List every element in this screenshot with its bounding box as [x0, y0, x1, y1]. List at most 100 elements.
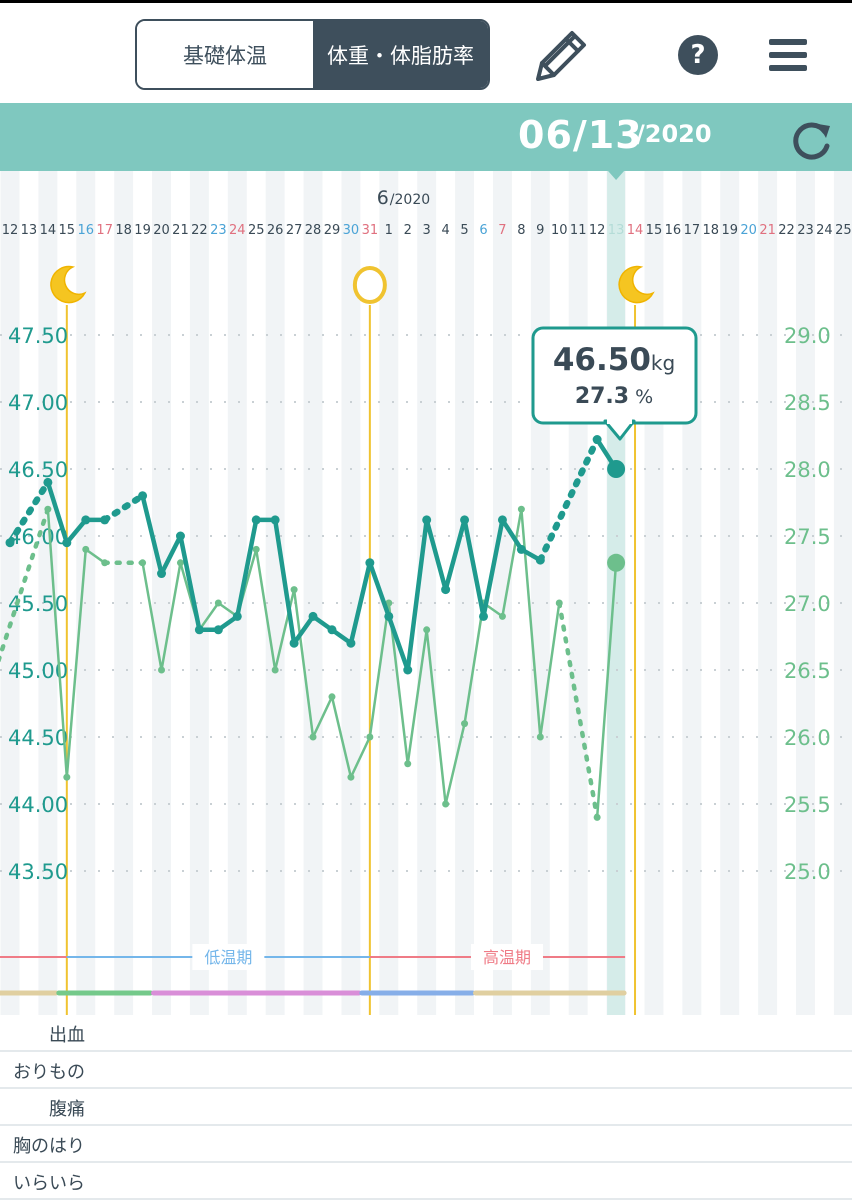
weight-series-segment: [159, 533, 183, 576]
fat-series-point: [347, 773, 355, 781]
fat-series-segment: [273, 588, 296, 672]
weight-series-segment: [424, 517, 448, 592]
date-tick-label: 7: [498, 223, 506, 238]
symptom-row[interactable]: 腹痛: [0, 1089, 852, 1126]
weight-series-point: [81, 515, 91, 525]
symptom-row[interactable]: おりもの: [0, 1052, 852, 1089]
date-tick-label: 18: [115, 223, 132, 238]
date-tick-label: 12: [2, 223, 19, 238]
date-tick-label: 21: [172, 223, 189, 238]
symptom-row[interactable]: いらいら: [0, 1163, 852, 1200]
fat-series-point: [214, 599, 222, 607]
moon-icon: [618, 265, 655, 304]
day-column-stripe: [341, 171, 361, 1015]
y-right-tick-label: 26.5: [784, 659, 831, 683]
day-column-stripe: [227, 171, 247, 1015]
y-right-tick-label: 26.0: [784, 726, 831, 750]
tab-basal-temperature[interactable]: 基礎体温: [137, 21, 313, 88]
fat-series-point: [290, 586, 298, 594]
help-icon[interactable]: ?: [678, 35, 718, 75]
ovulation-icon: [352, 266, 387, 304]
fat-series-segment: [463, 601, 485, 725]
fat-series-segment: [160, 561, 182, 672]
date-bar: [0, 103, 852, 171]
y-left-tick-label: 47.00: [8, 391, 68, 415]
fat-series-point: [404, 760, 412, 768]
y-right-tick-label: 25.0: [784, 860, 831, 884]
fat-series-point: [63, 773, 71, 781]
tab-weight-body-fat[interactable]: 体重・体脂肪率: [313, 21, 488, 88]
day-column-stripe: [303, 171, 323, 1015]
date-tick-label: 22: [778, 223, 795, 238]
y-left-tick-label: 46.50: [8, 458, 68, 482]
refresh-icon[interactable]: [788, 118, 834, 162]
date-tick-label: 4: [441, 223, 449, 238]
date-tick-label: 19: [134, 223, 151, 238]
weight-series-segment: [462, 517, 486, 619]
date-tick-label: 24: [816, 223, 833, 238]
date-tick-label: 16: [77, 223, 94, 238]
month-year-label: /2020: [390, 192, 430, 208]
y-left-tick-label: 44.00: [8, 793, 68, 817]
date-tick-label: 22: [191, 223, 208, 238]
day-column-stripe: [682, 171, 702, 1015]
date-tick-label: 27: [286, 223, 303, 238]
y-left-tick-label: 47.50: [8, 324, 68, 348]
day-column-stripe: [417, 171, 437, 1015]
day-column-stripe: [114, 171, 134, 1015]
weight-series-point: [43, 477, 53, 487]
weight-series-point: [5, 538, 15, 548]
day-column-stripe: [796, 171, 815, 1015]
fat-series-point: [271, 666, 279, 674]
date-tick-label: 25: [248, 223, 265, 238]
tooltip-fat: 27.3 %: [575, 384, 653, 409]
fat-series-point: [607, 553, 626, 572]
weight-series-point: [232, 611, 242, 621]
symptom-label: いらいら: [13, 1173, 85, 1194]
weight-series-point: [194, 625, 204, 635]
pencil-icon[interactable]: [528, 27, 590, 85]
fat-series-point: [555, 599, 563, 607]
fat-series-point: [461, 720, 469, 728]
date-tick-label: 17: [684, 223, 701, 238]
date-tick-label: 28: [305, 223, 322, 238]
fat-series-segment: [349, 735, 372, 779]
fat-series-segment: [444, 722, 466, 806]
symptom-row[interactable]: 胸のはり: [0, 1126, 852, 1163]
symptom-row[interactable]: 出血: [0, 1015, 852, 1052]
weight-series-segment: [6, 479, 52, 546]
fat-series-point: [517, 505, 525, 513]
fat-series-segment: [292, 588, 315, 739]
weight-series-segment: [367, 560, 392, 619]
menu-icon[interactable]: [768, 37, 808, 73]
fat-series-segment: [311, 695, 334, 739]
fat-series-point: [44, 505, 52, 513]
date-tick-label: 30: [343, 223, 360, 238]
day-column-stripe: [530, 171, 550, 1015]
weight-series-point: [308, 611, 318, 621]
weight-series-point: [422, 515, 432, 525]
view-toggle: 基礎体温 体重・体脂肪率: [135, 19, 490, 90]
weight-series-segment: [405, 517, 429, 673]
weight-series-segment: [537, 436, 601, 564]
fat-series-segment: [198, 601, 220, 632]
selected-day-pointer: [608, 171, 625, 180]
fat-series-point: [158, 666, 166, 674]
phase-label-high: 高温期: [483, 948, 531, 967]
date-tick-label: 21: [759, 223, 776, 238]
symptom-label: 胸のはり: [13, 1136, 85, 1157]
date-tick-label: 31: [362, 223, 379, 238]
date-tick-label: 3: [423, 223, 431, 238]
selected-date: 06/13: [518, 113, 643, 157]
fat-series-segment: [46, 507, 69, 779]
selected-day-column: [607, 171, 626, 1015]
weight-series-point: [346, 638, 356, 648]
date-tick-label: 20: [740, 223, 757, 238]
date-tick-label: 23: [797, 223, 814, 238]
weight-series-point: [213, 625, 223, 635]
day-column-stripe: [833, 171, 852, 1015]
fat-series-point: [252, 545, 260, 553]
fat-series-segment: [368, 601, 391, 739]
tooltip-weight: 46.50kg: [553, 342, 675, 378]
